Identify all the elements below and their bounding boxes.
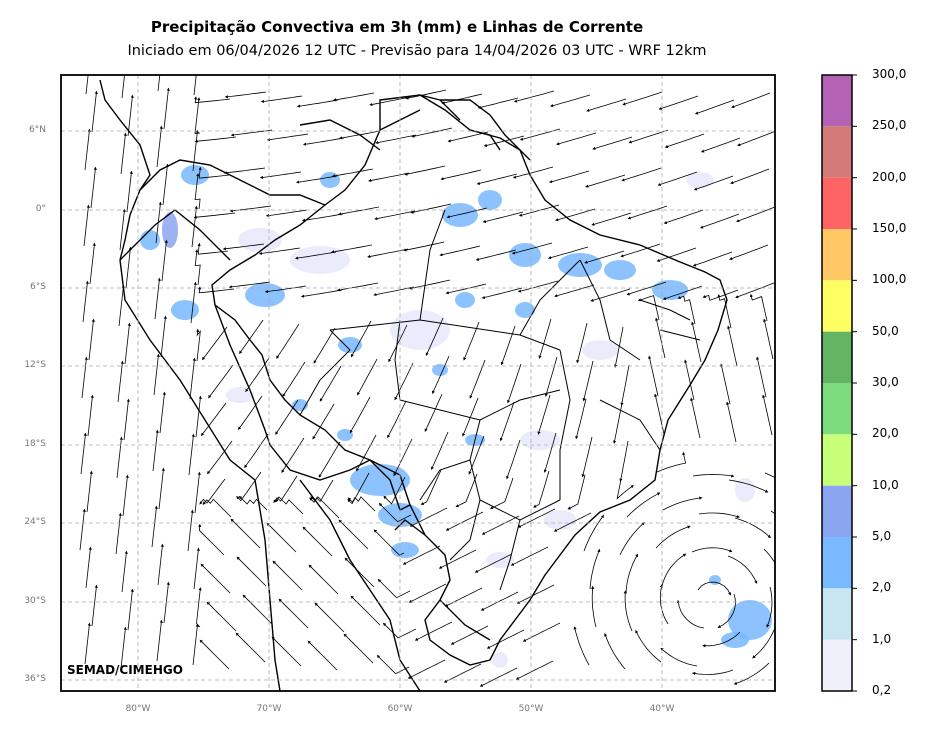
colorbar-swatch <box>822 331 852 383</box>
state-borders <box>299 209 701 591</box>
colorbar-swatch <box>822 280 852 332</box>
lat-label: 18°S <box>24 439 46 449</box>
colorbar <box>821 74 857 692</box>
colorbar-label: 300,0 <box>872 67 907 81</box>
colorbar-label: 2,0 <box>872 580 892 595</box>
watermark-text: SEMAD/CIMEHGO <box>67 663 183 677</box>
colorbar-label: 100,0 <box>872 272 907 287</box>
colorbar-swatch <box>822 126 852 178</box>
map-frame <box>60 74 776 692</box>
colorbar-label: 5,0 <box>872 529 892 543</box>
colorbar-label: 1,0 <box>872 631 892 646</box>
lon-label: 80°W <box>125 704 151 714</box>
colorbar-swatch <box>822 229 852 281</box>
colorbar-label: 50,0 <box>872 323 899 338</box>
lat-label: 6°N <box>29 125 46 135</box>
lon-label: 40°W <box>649 704 675 714</box>
colorbar-label: 20,0 <box>872 426 899 441</box>
colorbar-label: 10,0 <box>872 477 899 492</box>
lat-label: 24°S <box>24 517 46 527</box>
map-subtitle: Iniciado em 06/04/2026 12 UTC - Previsão… <box>127 43 707 59</box>
grid <box>61 75 775 691</box>
colorbar-swatch <box>822 639 852 691</box>
colorbar-swatch <box>822 383 852 435</box>
colorbar-swatch <box>822 434 852 486</box>
colorbar-swatch <box>822 177 852 229</box>
streamlines <box>79 75 775 687</box>
precipitation-layer <box>140 165 772 668</box>
lat-label: 6°S <box>30 282 46 292</box>
lon-label: 50°W <box>518 704 544 714</box>
lon-label: 60°W <box>387 704 413 714</box>
lat-label: 12°S <box>24 360 46 370</box>
lat-label: 0° <box>35 204 46 214</box>
colorbar-label: 30,0 <box>872 375 899 389</box>
colorbar-label: 200,0 <box>872 169 907 184</box>
colorbar-swatch <box>822 75 852 127</box>
colorbar-label: 150,0 <box>872 221 907 235</box>
lon-label: 70°W <box>256 704 282 714</box>
lat-label: 36°S <box>24 674 46 684</box>
colorbar-swatch <box>822 537 852 589</box>
colorbar-swatch <box>822 485 852 537</box>
map-title: Precipitação Convectiva em 3h (mm) e Lin… <box>150 18 644 36</box>
colorbar-label: 0,2 <box>872 683 892 697</box>
lat-label: 30°S <box>24 596 46 606</box>
country-borders <box>99 79 728 691</box>
colorbar-swatch <box>822 588 852 640</box>
colorbar-label: 250,0 <box>872 118 907 133</box>
